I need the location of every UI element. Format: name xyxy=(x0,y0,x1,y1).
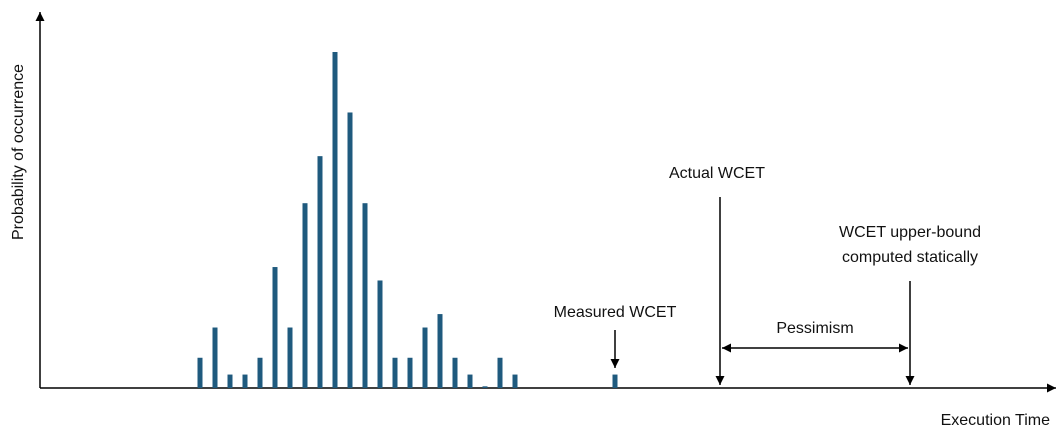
bar xyxy=(482,386,488,388)
bar xyxy=(377,280,383,388)
pessimism-label: Pessimism xyxy=(776,320,853,337)
bar xyxy=(197,357,203,388)
bar xyxy=(407,357,413,388)
bar xyxy=(257,357,263,388)
bar xyxy=(512,374,518,388)
bar xyxy=(212,327,218,388)
bar xyxy=(347,112,353,388)
bar xyxy=(392,357,398,388)
bar xyxy=(612,374,618,388)
bar xyxy=(497,357,503,388)
actual-wcet-label: Actual WCET xyxy=(669,165,765,182)
bar xyxy=(437,314,443,388)
bar xyxy=(302,203,308,388)
upper-bound-label-line1: WCET upper-bound xyxy=(839,224,981,241)
bar xyxy=(467,374,473,388)
bar xyxy=(227,374,233,388)
y-axis-label: Probability of occurrence xyxy=(10,64,27,240)
bar xyxy=(272,267,278,388)
bar xyxy=(452,357,458,388)
x-axis-label: Execution Time xyxy=(941,412,1050,429)
bar xyxy=(317,156,323,388)
bar xyxy=(287,327,293,388)
measured-wcet-label: Measured WCET xyxy=(554,304,677,321)
bar xyxy=(362,203,368,388)
bars-group xyxy=(197,52,618,388)
bar xyxy=(242,374,248,388)
bar xyxy=(422,327,428,388)
bar xyxy=(332,52,338,388)
upper-bound-label-line2: computed statically xyxy=(842,249,978,266)
